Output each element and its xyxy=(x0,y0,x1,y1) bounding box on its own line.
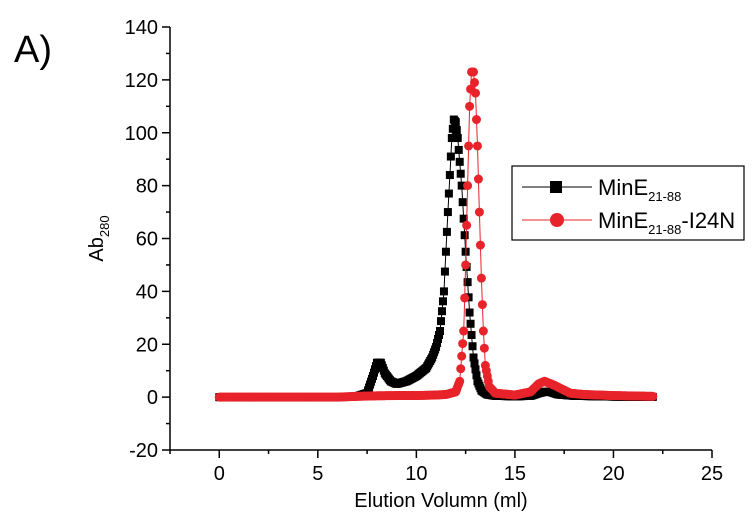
series-0-point xyxy=(437,307,446,316)
series-0-point xyxy=(459,214,468,223)
series-1-point xyxy=(472,141,482,151)
series-1-point xyxy=(461,260,471,270)
y-tick-label-4: 60 xyxy=(136,229,158,251)
x-tick-label-5: 25 xyxy=(701,463,723,485)
x-tick-label-4: 20 xyxy=(602,463,624,485)
legend-label-sub-1: 21-88 xyxy=(648,222,681,237)
legend-label-main-0: MinE xyxy=(598,175,648,200)
series-0-point xyxy=(457,181,466,190)
series-0-point xyxy=(446,152,455,161)
series-0-point xyxy=(463,278,472,287)
series-1-point xyxy=(470,88,480,98)
series-0-point xyxy=(468,342,477,351)
series-0-point xyxy=(438,297,447,306)
series-0-point xyxy=(447,134,456,143)
series-0-point xyxy=(460,231,469,240)
y-axis-title-sub: 280 xyxy=(97,215,112,237)
series-0-point xyxy=(436,327,445,336)
series-1-point xyxy=(463,181,473,191)
legend-box xyxy=(511,165,745,241)
series-1-point xyxy=(464,141,474,151)
series-1-point xyxy=(462,220,472,230)
series-0-point xyxy=(444,189,453,198)
x-tick-label-1: 5 xyxy=(312,463,323,485)
legend-label-main-1: MinE xyxy=(598,208,648,233)
y-axis-title: Ab280 xyxy=(86,215,112,261)
y-tick-label-6: 100 xyxy=(125,123,158,145)
y-axis-title-main: Ab xyxy=(86,237,108,261)
x-tick-label-3: 15 xyxy=(504,463,526,485)
series-1-point xyxy=(456,364,466,374)
series-0-point xyxy=(451,118,460,127)
series-1-point xyxy=(476,273,486,283)
panel-label: A) xyxy=(14,29,52,71)
series-0-point xyxy=(454,145,463,154)
series-0-point xyxy=(453,134,462,143)
series-0-point xyxy=(442,227,451,236)
series-1-point xyxy=(478,326,488,336)
series-1-point xyxy=(471,115,481,125)
series-0-point xyxy=(452,126,461,135)
series-1-point xyxy=(465,101,475,111)
series-layer xyxy=(214,67,658,402)
series-0-point xyxy=(441,247,450,256)
series-1-point xyxy=(475,240,485,250)
axes: -20 0 20 40 60 80 100 120 140 0 5 10 15 20 25 Elution V… xyxy=(86,17,723,512)
legend-marker-1 xyxy=(550,213,564,227)
series-1-point xyxy=(459,326,469,336)
series-1-point xyxy=(479,343,489,353)
series-0-point xyxy=(472,371,481,380)
series-0-point xyxy=(458,198,467,207)
series-1 xyxy=(214,67,658,402)
y-tick-label-2: 20 xyxy=(136,334,158,356)
series-0-point xyxy=(470,359,479,368)
series-0-point xyxy=(439,287,448,296)
series-0-point xyxy=(471,365,480,374)
y-tick-label-1: 0 xyxy=(147,387,158,409)
series-1-point xyxy=(458,339,468,349)
series-1-point xyxy=(474,207,484,217)
series-0-point xyxy=(445,171,454,180)
y-tick-label-5: 80 xyxy=(136,176,158,198)
x-tick-label-2: 10 xyxy=(405,463,427,485)
y-tick-label-8: 140 xyxy=(125,17,158,39)
y-tick-label-0: -20 xyxy=(129,440,158,462)
series-1-point xyxy=(469,67,479,77)
series-1-point xyxy=(473,174,483,184)
series-1-point xyxy=(460,293,470,303)
series-0-point xyxy=(466,319,475,328)
series-0-point xyxy=(456,169,465,178)
x-tick-label-0: 0 xyxy=(214,463,225,485)
y-tick-label-3: 40 xyxy=(136,281,158,303)
series-0-point xyxy=(440,267,449,276)
series-0-point xyxy=(469,353,478,362)
series-1-point xyxy=(455,376,465,386)
series-1-point xyxy=(477,300,487,310)
legend-label-sub-0: 21-88 xyxy=(648,189,681,204)
series-1-point xyxy=(470,78,480,88)
x-axis-title: Elution Volumn (ml) xyxy=(354,490,527,512)
series-0-point xyxy=(467,330,476,339)
series-1-point xyxy=(648,391,658,401)
legend-label-suffix-1: -I24N xyxy=(681,208,735,233)
legend-marker-0 xyxy=(550,181,562,193)
legend-label-0: MinE21-88 xyxy=(598,175,681,204)
y-tick-label-7: 120 xyxy=(125,70,158,92)
series-0-point xyxy=(455,157,464,166)
series-0-point xyxy=(437,317,445,326)
series-0 xyxy=(215,115,657,402)
series-0-point xyxy=(465,308,474,317)
series-0-point xyxy=(443,208,452,217)
legend-label-1: MinE21-88-I24N xyxy=(598,208,735,237)
series-1-point xyxy=(457,351,467,361)
